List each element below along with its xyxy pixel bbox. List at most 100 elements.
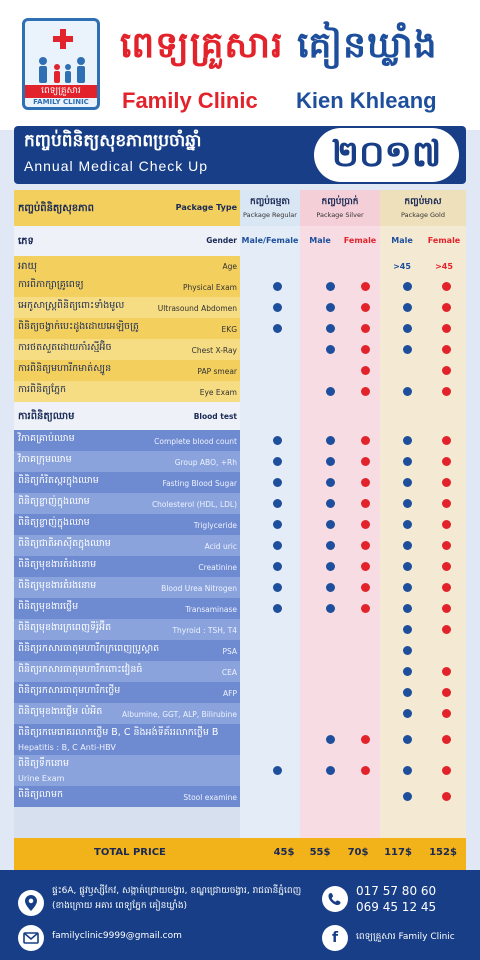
row-label-en: Creatinine xyxy=(198,563,237,572)
included-mark xyxy=(325,457,335,466)
included-mark xyxy=(441,436,451,445)
email-address[interactable]: familyclinic9999@gmail.com xyxy=(52,931,182,941)
included-mark xyxy=(441,387,451,396)
included-mark xyxy=(272,436,282,445)
included-mark xyxy=(360,478,370,487)
footer: ផ្ទះ6A, ផ្លូវឫស្សីកែវ, សង្កាត់ជ្រោយចង្វា… xyxy=(0,870,480,960)
included-mark xyxy=(272,282,282,291)
table-row: ពិនិត្យមុខងារក្រពេញទីរ៉ូអ៊ីត Thyroid : TS… xyxy=(14,619,466,640)
included-mark xyxy=(272,457,282,466)
gender-silver-female: Female xyxy=(343,236,377,245)
logo-name-en: FAMILY CLINIC xyxy=(33,98,89,106)
included-mark xyxy=(441,457,451,466)
included-mark xyxy=(325,541,335,550)
regular-column-bg xyxy=(240,190,300,838)
gender-en: Gender xyxy=(206,236,237,245)
package-type-row: កញ្ចប់ពិនិត្យសុខភាព Package Type កញ្ចប់ធ… xyxy=(14,190,466,226)
included-mark xyxy=(441,604,451,613)
included-mark xyxy=(360,766,370,775)
included-mark xyxy=(441,625,451,634)
row-label: ពិនិត្យរកសារធាតុមហារីកក្រពេញប្រូស្តាត PSA xyxy=(14,640,240,661)
checkup-banner: កញ្ចប់ពិនិត្យសុខភាពប្រចាំឆ្នាំ Annual Me… xyxy=(14,126,466,184)
row-label-kh: ការពិភាក្សាគ្រូពេទ្យ xyxy=(18,279,84,290)
included-mark xyxy=(360,520,370,529)
included-mark xyxy=(360,499,370,508)
age-label: អាយុ Age xyxy=(14,256,240,276)
row-label: ពិនិត្យរកសារធាតុមហារីកពោះវៀនធំ CEA xyxy=(14,661,240,682)
included-mark xyxy=(272,478,282,487)
row-label-en: AFP xyxy=(223,689,237,698)
table-row: ការពិភាក្សាគ្រូពេទ្យ Physical Exam xyxy=(14,276,466,297)
price-gold-female: 152$ xyxy=(429,847,457,858)
row-label-en: Fasting Blood Sugar xyxy=(162,479,237,488)
row-label-en: Acid uric xyxy=(204,542,237,551)
gender-regular: Male/Female xyxy=(241,236,299,245)
package-regular-header: កញ្ចប់ធម្មតា Package Regular xyxy=(240,190,300,226)
included-mark xyxy=(441,520,451,529)
row-label-kh: ពិនិត្យលាមក xyxy=(18,789,64,800)
clinic-title-kh-red: ពេទ្យគ្រួសារ xyxy=(120,25,284,66)
included-mark xyxy=(360,457,370,466)
package-silver-header: កញ្ចប់ប្រាក់ Package Silver xyxy=(300,190,380,226)
price-regular: 45$ xyxy=(273,847,295,858)
included-mark xyxy=(402,766,412,775)
row-label: ពិនិត្យមុខងារតំរងនោម Blood Urea Nitrogen xyxy=(14,577,240,598)
facebook-page[interactable]: ពេទ្យគ្រួសារ Family Clinic xyxy=(356,932,455,942)
row-label-kh: ការថតសួតដោយកាំរស្មីអ៊ិច xyxy=(18,342,112,353)
row-label: វិភាគគ្រាប់ឈាម Complete blood count xyxy=(14,430,240,451)
phone-number-2[interactable]: 069 45 12 45 xyxy=(356,900,437,914)
total-price-label: TOTAL PRICE xyxy=(94,847,166,858)
table-row: ពិនិត្យខ្លាញ់ក្នុងឈាម Cholesterol (HDL, L… xyxy=(14,493,466,514)
row-label: ពិនិត្យមុខងារថ្លើម លំអិត Albumine, GGT, A… xyxy=(14,703,240,724)
row-label-kh: ពិនិត្យមុខងារថ្លើម លំអិត xyxy=(18,706,103,717)
included-mark xyxy=(325,345,335,354)
clinic-logo: ពេទ្យគ្រួសារ FAMILY CLINIC xyxy=(22,18,100,110)
package-type-en: Package Type xyxy=(175,203,237,212)
table-row: ពិនិត្យមុខងារថ្លើម Transaminase xyxy=(14,598,466,619)
package-silver-en: Package Silver xyxy=(316,211,364,219)
row-label-en: EKG xyxy=(221,325,237,334)
row-label-kh: ការពិនិត្យភ្នែក xyxy=(18,384,67,395)
blood-test-kh: ការពិនិត្យឈាម xyxy=(18,411,75,422)
total-price-row: TOTAL PRICE 45$ 55$ 70$ 117$ 152$ xyxy=(14,838,466,870)
row-label: ពិនិត្យចង្វាក់បេះដូងដោយអេឡិចត្រូ EKG xyxy=(14,318,240,339)
included-mark xyxy=(272,583,282,592)
included-mark xyxy=(325,583,335,592)
row-label: ពិនិត្យកំរិតស្ករក្នុងឈាម Fasting Blood Su… xyxy=(14,472,240,493)
row-label-kh: ពិនិត្យទឹកនោម xyxy=(18,758,70,769)
included-mark xyxy=(360,735,370,744)
row-label-en: CEA xyxy=(221,668,237,677)
table-row: ការពិនិត្យមហារីកមាត់ស្បូន PAP smear xyxy=(14,360,466,381)
included-mark xyxy=(441,282,451,291)
row-label: ការពិនិត្យមហារីកមាត់ស្បូន PAP smear xyxy=(14,360,240,381)
row-label-kh: ពិនិត្យរកសារធាតុមហារីកថ្លើម xyxy=(18,685,121,696)
included-mark xyxy=(441,324,451,333)
included-mark xyxy=(272,520,282,529)
address-line-1: ផ្ទះ6A, ផ្លូវឫស្សីកែវ, សង្កាត់ជ្រោយចង្វា… xyxy=(52,886,302,896)
row-label-kh: ពិនិត្យមុខងារថ្លើម xyxy=(18,601,79,612)
package-silver-kh: កញ្ចប់ប្រាក់ xyxy=(321,197,359,207)
included-mark xyxy=(441,562,451,571)
gender-gold-female: Female xyxy=(427,236,461,245)
included-mark xyxy=(402,604,412,613)
table-row: ពិនិត្យលាមក Stool examine xyxy=(14,786,466,807)
row-label: ពិនិត្យរកមេរោគរលាកថ្លើម B, C និងអង់ទីគ័រ… xyxy=(14,724,240,755)
included-mark xyxy=(325,520,335,529)
included-mark xyxy=(402,667,412,676)
phone-number-1[interactable]: 017 57 80 60 xyxy=(356,884,437,898)
included-mark xyxy=(325,282,335,291)
blood-test-row: ការពិនិត្យឈាម Blood test xyxy=(14,402,466,430)
table-row: ការថតសួតដោយកាំរស្មីអ៊ិច Chest X-Ray xyxy=(14,339,466,360)
family-icon xyxy=(39,57,85,83)
included-mark xyxy=(402,303,412,312)
included-mark xyxy=(402,457,412,466)
included-mark xyxy=(325,735,335,744)
table-row: ពិនិត្យមុខងារតំរងនោម Creatinine xyxy=(14,556,466,577)
age-gold-female: >45 xyxy=(435,262,453,271)
table-row: ពិនិត្យរកមេរោគរលាកថ្លើម B, C និងអង់ទីគ័រ… xyxy=(14,724,466,755)
row-label: ពិនិត្យលាមក Stool examine xyxy=(14,786,240,807)
included-mark xyxy=(325,324,335,333)
included-mark xyxy=(402,646,412,655)
row-label: ការពិភាក្សាគ្រូពេទ្យ Physical Exam xyxy=(14,276,240,297)
age-kh: អាយុ xyxy=(18,261,38,272)
